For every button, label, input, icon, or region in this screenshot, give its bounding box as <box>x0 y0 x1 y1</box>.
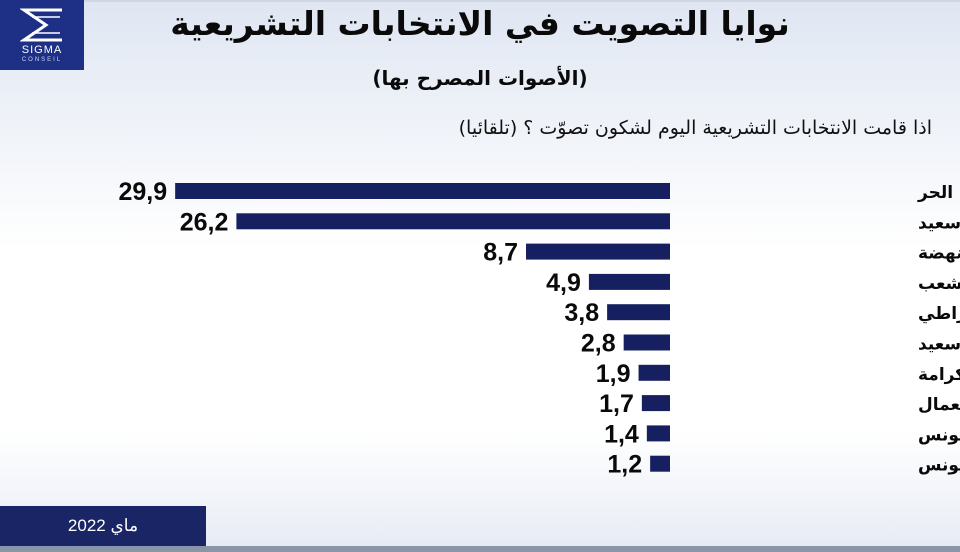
bar-value-label: 29,9 <box>118 178 167 206</box>
logo-subtitle: CONSEIL <box>21 57 63 63</box>
bar <box>641 395 670 412</box>
bar <box>650 455 670 472</box>
category-label: حزب قيس سعيد <box>918 213 960 233</box>
logo-name: SIGMA <box>21 44 63 56</box>
bar-value-label: 3,8 <box>564 299 599 327</box>
bar <box>588 273 670 290</box>
category-label: إئتلاف الكرامة <box>918 365 960 385</box>
bar-value-label: 2,8 <box>581 330 616 358</box>
bar <box>175 183 670 199</box>
bar-value-label: 4,9 <box>546 269 581 297</box>
bar-value-label: 1,2 <box>607 451 642 479</box>
category-label: حزب العمال <box>918 395 960 415</box>
page-subtitle: (الأصوات المصرح بها) <box>372 66 588 90</box>
category-label: التيار الديمقراطي <box>918 304 960 324</box>
category-label: تحيا تونس <box>918 425 960 445</box>
bar <box>638 364 670 381</box>
bar <box>236 213 670 230</box>
bar-value-label: 8,7 <box>483 239 518 267</box>
survey-question: اذا قامت الانتخابات التشريعية اليوم لشكو… <box>458 117 932 139</box>
sigma-icon <box>20 8 62 42</box>
bar-value-label: 1,9 <box>596 360 631 388</box>
bottom-border <box>0 546 960 552</box>
category-label: النهضة <box>918 244 960 264</box>
category-label: حركة الشعب <box>918 274 960 294</box>
bar <box>526 243 670 260</box>
footer-date: ماي 2022 <box>0 506 206 546</box>
bar-value-label: 26,2 <box>180 208 229 236</box>
sigma-logo: SIGMA CONSEIL <box>0 0 84 70</box>
bar <box>607 304 670 321</box>
page-title: نوايا التصويت في الانتخابات التشريعية <box>170 4 790 43</box>
bar <box>646 425 670 442</box>
bar-value-label: 1,7 <box>599 390 634 418</box>
category-label: الحزب الدستوري الحر <box>917 183 960 203</box>
category-label: حزب قلب تونس <box>918 456 960 476</box>
top-frame-line <box>0 0 960 2</box>
category-label: حزب صافي سعيد <box>918 335 960 355</box>
bar <box>623 334 670 351</box>
bar-value-label: 1,4 <box>604 420 639 448</box>
